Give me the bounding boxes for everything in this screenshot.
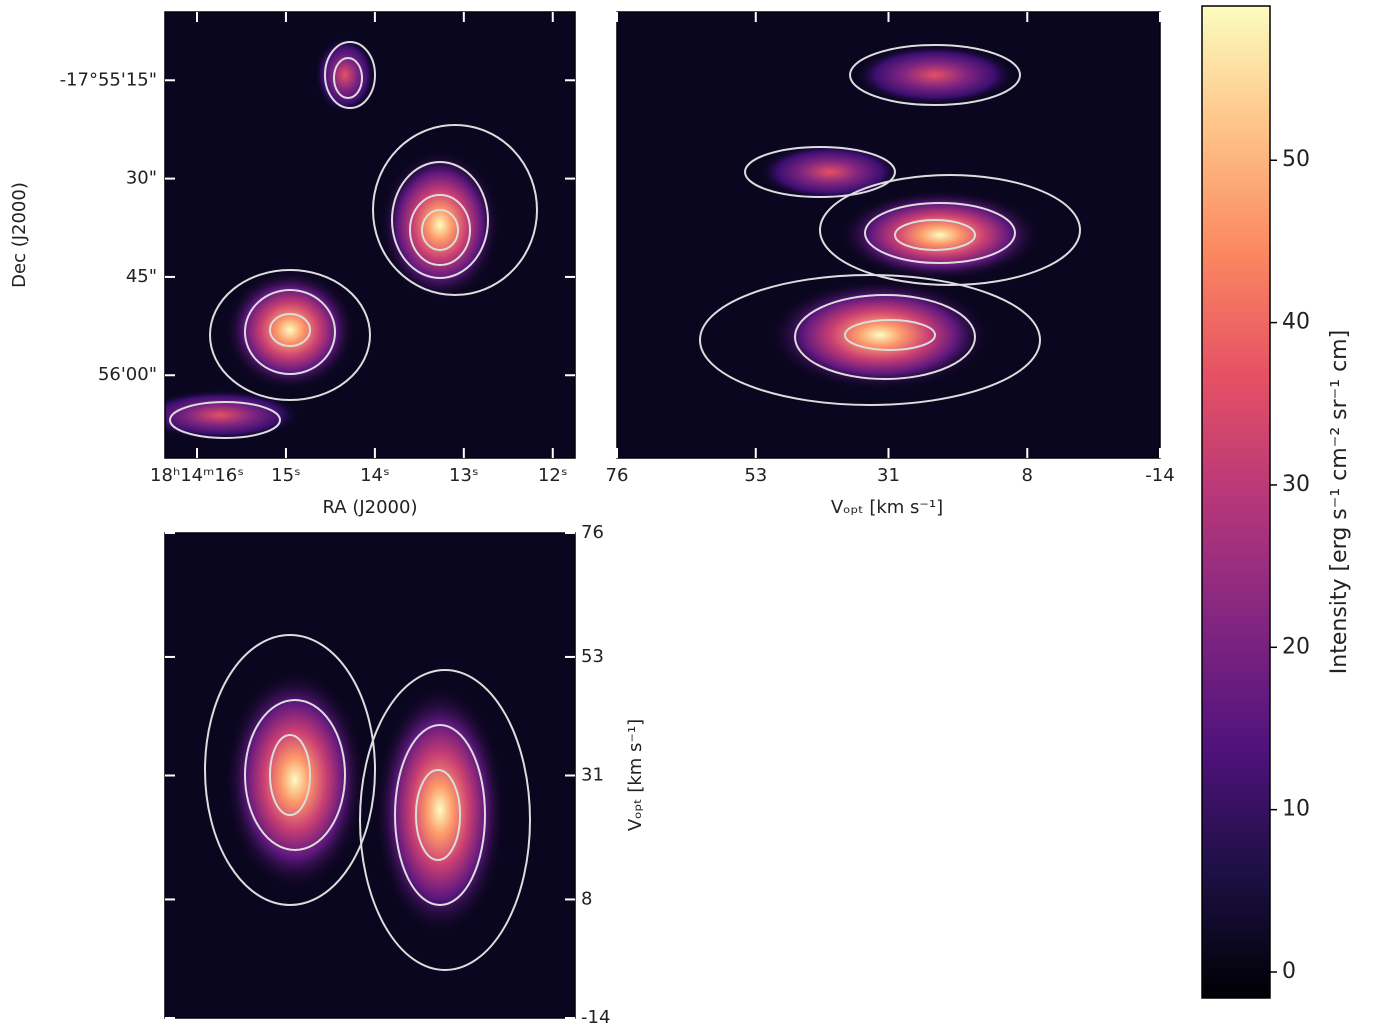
- colorbar-tick-label: 0: [1282, 959, 1296, 984]
- x-tick-label: 76: [606, 465, 629, 486]
- y-tick-label: 76: [581, 522, 604, 543]
- y-tick-label: 45": [126, 266, 157, 287]
- panel-image: [617, 12, 1160, 458]
- y-tick-label: -14: [581, 1007, 610, 1028]
- y-tick-label: 56'00": [98, 364, 157, 385]
- axis-label: Vₒₚₜ [km s⁻¹]: [831, 497, 943, 518]
- y-tick-label: 8: [581, 888, 592, 909]
- axis-label: RA (J2000): [323, 497, 418, 518]
- x-tick-label: 18ʰ14ᵐ16ˢ: [150, 465, 244, 486]
- axis-label: Vₒₚₜ [km s⁻¹]: [625, 719, 646, 831]
- axis-label: Dec (J2000): [9, 182, 30, 288]
- colorbar-label: Intensity [erg s⁻¹ cm⁻² sr⁻¹ cm]: [1327, 330, 1352, 674]
- colorbar-tick-label: 10: [1282, 797, 1310, 822]
- colorbar-tick-label: 20: [1282, 634, 1310, 659]
- x-tick-label: 14ˢ: [360, 465, 390, 486]
- x-tick-label: 31: [877, 465, 900, 486]
- x-tick-label: 8: [1022, 465, 1033, 486]
- colorbar-tick-label: 50: [1282, 147, 1310, 172]
- y-tick-label: 30": [126, 168, 157, 189]
- y-tick-label: 31: [581, 765, 604, 786]
- y-tick-label: 53: [581, 646, 604, 667]
- colorbar-tick-label: 30: [1282, 472, 1310, 497]
- x-tick-label: 15ˢ: [271, 465, 301, 486]
- x-tick-label: 12ˢ: [538, 465, 568, 486]
- colorbar: [1201, 5, 1271, 999]
- panel-image: [165, 12, 575, 458]
- x-tick-label: -14: [1145, 465, 1174, 486]
- x-tick-label: 53: [744, 465, 767, 486]
- y-tick-label: -17°55'15": [60, 69, 157, 90]
- x-tick-label: 13ˢ: [449, 465, 479, 486]
- panel-image: [165, 533, 575, 1018]
- colorbar-tick-label: 40: [1282, 310, 1310, 335]
- panel-frame: [164, 11, 576, 459]
